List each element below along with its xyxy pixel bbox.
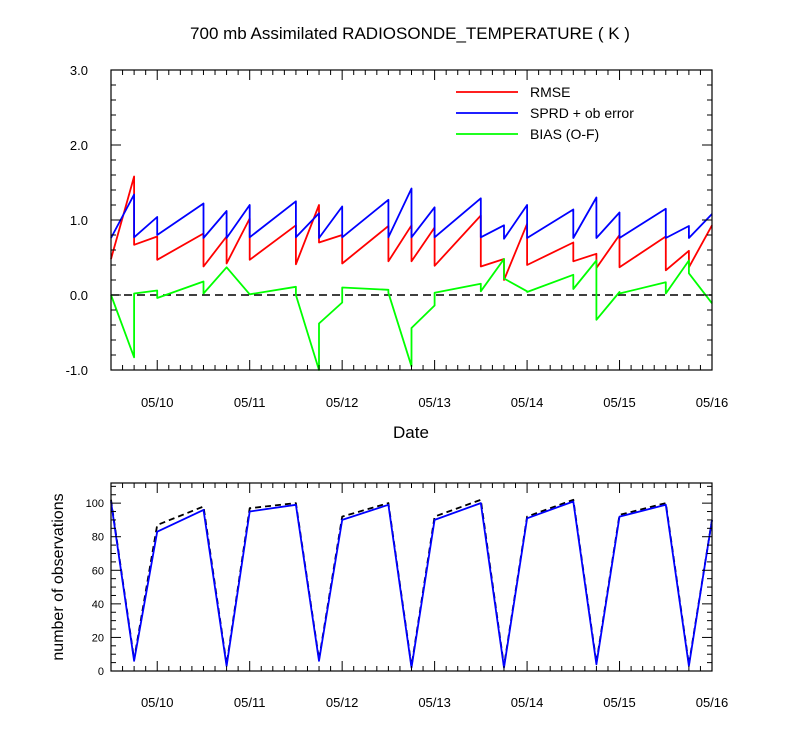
bottom-y-tick-label: 60 <box>92 565 104 577</box>
top-y-tick-label: 3.0 <box>70 63 88 78</box>
bottom-y-tick-label: 80 <box>92 532 104 544</box>
bottom-y-tick-label: 40 <box>92 599 104 611</box>
series-line-total-obs <box>110 498 713 667</box>
bottom-x-tick-label: 05/15 <box>603 695 636 710</box>
top-x-axis-label: Date <box>393 423 429 442</box>
legend-label: BIAS (O-F) <box>530 126 599 142</box>
bottom-chart: 05/10 05/11 05/12 05/13 05/14 05/15 05/16 0 20 40… <box>86 482 729 710</box>
bottom-ticks: 05/10 05/11 05/12 05/13 05/14 05/15 05/16 0 20 40… <box>86 483 729 710</box>
top-x-tick-label: 05/16 <box>696 395 729 410</box>
bottom-x-tick-label: 05/16 <box>696 695 729 710</box>
bottom-y-tick-label: 0 <box>98 666 104 678</box>
bottom-x-tick-label: 05/10 <box>141 695 174 710</box>
bottom-y-tick-label: 20 <box>92 632 104 644</box>
top-x-tick-label: 05/14 <box>511 395 544 410</box>
series-line-assimilated-obs <box>110 500 713 669</box>
bottom-x-tick-label: 05/12 <box>326 695 359 710</box>
legend-label: SPRD + ob error <box>530 105 634 121</box>
top-x-tick-label: 05/13 <box>418 395 451 410</box>
top-y-tick-label: 1.0 <box>70 213 88 228</box>
top-x-tick-label: 05/12 <box>326 395 359 410</box>
top-series-group <box>110 175 713 371</box>
top-legend: RMSE SPRD + ob error BIAS (O-F) <box>456 84 634 142</box>
top-y-tick-label: -1.0 <box>66 363 88 378</box>
bottom-y-tick-label: 100 <box>86 498 104 510</box>
bottom-series-group <box>110 498 713 669</box>
top-chart: 05/10 05/11 05/12 05/13 05/14 05/15 05/16 -1.0 0… <box>66 63 729 410</box>
top-y-tick-label: 2.0 <box>70 138 88 153</box>
top-y-tick-label: 0.0 <box>70 288 88 303</box>
chart-title: 700 mb Assimilated RADIOSONDE_TEMPERATUR… <box>190 24 630 43</box>
bottom-y-axis-label: number of observations <box>50 493 67 660</box>
top-x-tick-label: 05/10 <box>141 395 174 410</box>
top-x-tick-label: 05/11 <box>234 395 266 410</box>
top-x-tick-label: 05/15 <box>603 395 636 410</box>
top-ticks: 05/10 05/11 05/12 05/13 05/14 05/15 05/16 -1.0 0… <box>66 63 729 410</box>
bottom-x-tick-label: 05/14 <box>511 695 544 710</box>
bottom-x-tick-label: 05/13 <box>418 695 451 710</box>
series-line-bias <box>110 258 713 371</box>
legend-label: RMSE <box>530 84 570 100</box>
series-line-rmse <box>110 175 713 281</box>
bottom-x-tick-label: 05/11 <box>234 695 266 710</box>
series-line-spread <box>110 187 713 240</box>
